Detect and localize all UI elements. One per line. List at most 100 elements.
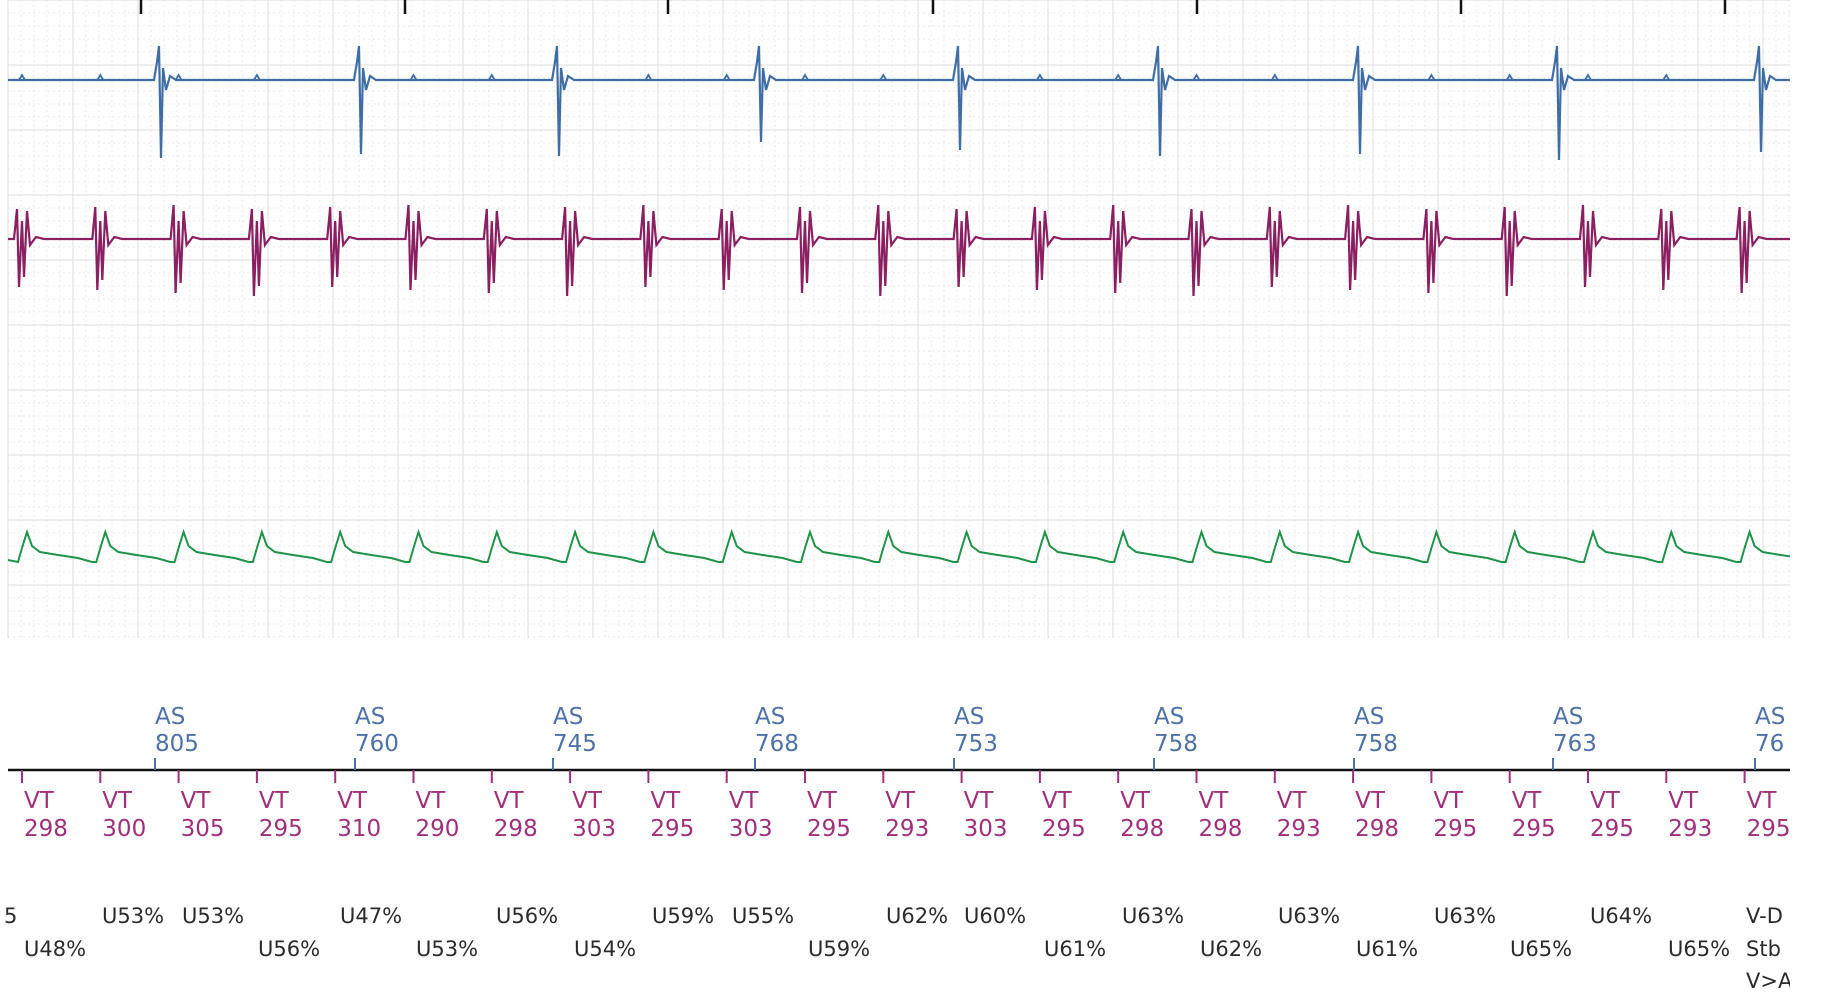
annotation-text: U59% xyxy=(808,937,870,961)
ventricular-marker-interval: 295 xyxy=(259,816,303,842)
ventricular-marker-label: VT xyxy=(24,788,55,814)
ventricular-marker-interval: 295 xyxy=(1042,816,1086,842)
annotation-text: U55% xyxy=(732,904,794,928)
ventricular-marker-interval: 293 xyxy=(1277,816,1321,842)
annotation-text: U53% xyxy=(182,904,244,928)
ventricular-marker-label: VT xyxy=(1433,788,1464,814)
ventricular-marker-interval: 300 xyxy=(102,816,146,842)
atrial-far-field-blip xyxy=(801,73,809,81)
annotation-text: U63% xyxy=(1434,904,1496,928)
annotation-text: U63% xyxy=(1122,904,1184,928)
atrial-far-field-blip xyxy=(644,73,653,81)
ventricular-marker-label: VT xyxy=(885,788,916,814)
ventricular-marker-interval: 293 xyxy=(885,816,929,842)
ventricular-marker-interval: 298 xyxy=(24,816,68,842)
grid xyxy=(7,0,1790,638)
atrial-marker-label: AS xyxy=(1755,704,1785,730)
annotation-text: U61% xyxy=(1356,937,1418,961)
annotation-text: U56% xyxy=(258,937,320,961)
ventricular-marker-label: VT xyxy=(1355,788,1386,814)
atrial-far-field-blip xyxy=(1662,73,1671,81)
annotation-text: U48% xyxy=(24,937,86,961)
atrial-far-field-blip xyxy=(1505,73,1514,81)
atrial-far-field-blip xyxy=(879,73,888,81)
atrial-far-field-blip xyxy=(1036,73,1044,81)
ventricular-marker-label: VT xyxy=(1747,788,1778,814)
ventricular-marker-interval: 290 xyxy=(416,816,460,842)
ventricular-marker-label: VT xyxy=(181,788,212,814)
ventricular-marker-label: VT xyxy=(650,788,681,814)
ventricular-marker-interval: 295 xyxy=(1512,816,1556,842)
atrial-marker-label: AS xyxy=(553,704,583,730)
annotation-text: U53% xyxy=(416,937,478,961)
ventricular-marker-interval: 295 xyxy=(807,816,851,842)
atrial-far-field-blip xyxy=(18,73,26,81)
annotation-text: U61% xyxy=(1044,937,1106,961)
ventricular-marker-label: VT xyxy=(494,788,525,814)
atrial-far-field-blip xyxy=(1271,73,1279,81)
annotation-text: U60% xyxy=(964,904,1026,928)
atrial-marker-label: AS xyxy=(1553,704,1583,730)
atrial-marker-label: AS xyxy=(355,704,385,730)
annotation-text: U47% xyxy=(340,904,402,928)
ventricular-marker-label: VT xyxy=(1590,788,1621,814)
annotation-text: U64% xyxy=(1590,904,1652,928)
atrial-marker-label: AS xyxy=(155,704,185,730)
atrial-marker-interval: 758 xyxy=(1154,731,1198,757)
atrial-marker-channel: AS805AS760AS745AS768AS753AS758AS758AS763… xyxy=(154,704,1785,770)
ventricular-marker-interval: 298 xyxy=(1199,816,1243,842)
ventricular-marker-interval: 305 xyxy=(181,816,225,842)
annotation-text: V>A xyxy=(1746,969,1793,993)
ventricular-marker-label: VT xyxy=(259,788,290,814)
ventricular-marker-channel: VT298VT300VT305VT295VT310VT290VT298VT303… xyxy=(21,770,1791,842)
ventricular-marker-interval: 303 xyxy=(572,816,616,842)
far-field-egm-trace xyxy=(7,528,1790,564)
ventricular-marker-label: VT xyxy=(1277,788,1308,814)
ventricular-marker-interval: 295 xyxy=(1747,816,1791,842)
atrial-egm-trace xyxy=(8,45,1790,161)
annotation-text: U53% xyxy=(102,904,164,928)
annotation-text: U59% xyxy=(652,904,714,928)
atrial-marker-interval: 805 xyxy=(155,731,199,757)
annotation-text: U62% xyxy=(886,904,948,928)
ventricular-marker-interval: 303 xyxy=(729,816,773,842)
atrial-marker-label: AS xyxy=(1354,704,1384,730)
ventricular-marker-interval: 298 xyxy=(1120,816,1164,842)
ventricular-marker-label: VT xyxy=(807,788,838,814)
atrial-marker-label: AS xyxy=(755,704,785,730)
atrial-far-field-blip xyxy=(488,73,496,81)
ventricular-marker-label: VT xyxy=(102,788,133,814)
atrial-far-field-blip xyxy=(1584,73,1592,81)
ventricular-marker-interval: 293 xyxy=(1668,816,1712,842)
ventricular-marker-interval: 303 xyxy=(964,816,1008,842)
ventricular-marker-interval: 295 xyxy=(1590,816,1634,842)
annotation-text: U65% xyxy=(1510,937,1572,961)
ventricular-marker-label: VT xyxy=(337,788,368,814)
ventricular-marker-label: VT xyxy=(964,788,995,814)
annotation-text: Stb xyxy=(1746,937,1781,961)
atrial-marker-interval: 758 xyxy=(1354,731,1398,757)
ventricular-marker-label: VT xyxy=(572,788,603,814)
atrial-marker-label: AS xyxy=(1154,704,1184,730)
annotation-text: U62% xyxy=(1200,937,1262,961)
time-ticks xyxy=(139,0,1727,14)
ventricular-marker-label: VT xyxy=(1120,788,1151,814)
atrial-far-field-blip xyxy=(174,73,183,81)
ventricular-marker-label: VT xyxy=(416,788,447,814)
ventricular-marker-interval: 295 xyxy=(1433,816,1477,842)
annotation-text: U56% xyxy=(496,904,558,928)
ventricular-marker-interval: 298 xyxy=(1355,816,1399,842)
atrial-marker-interval: 76 xyxy=(1755,731,1784,757)
atrial-far-field-blip xyxy=(722,73,731,81)
ventricular-marker-label: VT xyxy=(1042,788,1073,814)
ventricular-marker-label: VT xyxy=(1668,788,1699,814)
atrial-far-field-blip xyxy=(1192,73,1201,81)
ventricular-marker-interval: 298 xyxy=(494,816,538,842)
atrial-far-field-blip xyxy=(409,73,418,81)
ventricular-marker-interval: 310 xyxy=(337,816,381,842)
annotation-text: V-D xyxy=(1746,904,1783,928)
annotation-text: U63% xyxy=(1278,904,1340,928)
atrial-marker-interval: 760 xyxy=(355,731,399,757)
